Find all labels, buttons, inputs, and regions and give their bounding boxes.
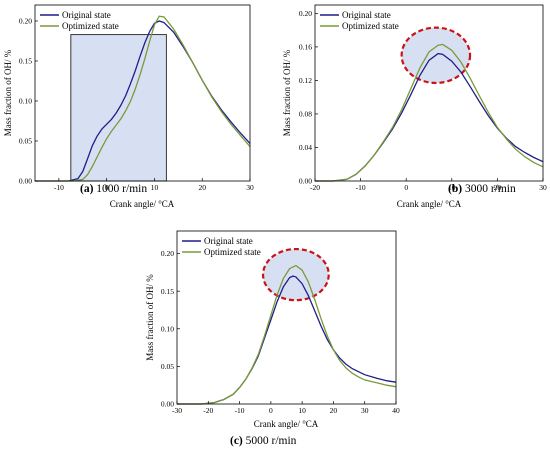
x-tick-label: 0 xyxy=(105,183,109,192)
x-tick-label: 20 xyxy=(330,406,338,415)
x-tick-label: 0 xyxy=(404,183,408,192)
x-tick-label: -10 xyxy=(54,183,64,192)
legend-label: Original state xyxy=(204,236,253,246)
x-tick-label: 10 xyxy=(298,406,306,415)
x-tick-label: 10 xyxy=(151,183,159,192)
series-line-optimized xyxy=(315,43,544,182)
plot-frame xyxy=(34,4,251,182)
y-tick-label: 0.05 xyxy=(161,362,174,371)
caption-letter: (c) xyxy=(230,435,243,447)
y-tick-label: 0.20 xyxy=(161,249,174,258)
plot-frame xyxy=(176,230,397,405)
x-tick-label: -10 xyxy=(235,406,245,415)
y-axis-label: Mass fraction of OH/ % xyxy=(145,274,155,361)
y-tick-label: 0.10 xyxy=(19,97,32,106)
x-tick-label: 30 xyxy=(361,406,369,415)
y-tick-label: 0.05 xyxy=(19,137,32,146)
y-tick-label: 0.04 xyxy=(299,143,312,152)
x-tick-label: -20 xyxy=(310,183,320,192)
x-tick-label: 30 xyxy=(539,183,547,192)
panel-caption: (a) 1000 r/min xyxy=(80,183,147,195)
y-tick-label: 0.00 xyxy=(19,177,32,186)
x-tick-label: 30 xyxy=(246,183,254,192)
y-tick-label: 0.20 xyxy=(299,9,312,18)
legend-label: Optimized state xyxy=(62,21,119,31)
y-tick-label: 0.15 xyxy=(19,57,32,66)
legend-label: Optimized state xyxy=(204,247,261,257)
x-tick-label: 0 xyxy=(269,406,273,415)
x-axis-label: Crank angle/ °CA xyxy=(110,199,175,209)
legend-label: Original state xyxy=(62,10,111,20)
legend-label: Original state xyxy=(342,10,391,20)
caption-letter: (b) xyxy=(448,183,462,195)
x-tick-label: -30 xyxy=(172,406,182,415)
series-line-optimized xyxy=(177,264,397,405)
panel-a-1000-rpm: -10 0 10 20 30 0.00 0.05 0.10 0.15 0.20 Crank angl… xyxy=(3,4,254,209)
legend-label: Optimized state xyxy=(342,21,399,31)
x-tick-label: -10 xyxy=(356,183,366,192)
highlight-ellipse xyxy=(261,247,330,302)
plot-frame xyxy=(314,4,544,182)
y-axis-label: Mass fraction of OH/ % xyxy=(3,49,13,136)
caption-text: 5000 r/min xyxy=(243,435,297,447)
caption-letter: (a) xyxy=(80,183,94,195)
x-axis-label: Crank angle/ °CA xyxy=(397,199,462,209)
y-tick-label: 0.10 xyxy=(161,324,174,333)
x-tick-label: 20 xyxy=(494,183,502,192)
y-tick-label: 0.16 xyxy=(299,43,312,52)
y-axis-label: Mass fraction of OH/ % xyxy=(282,49,292,136)
y-tick-label: 0.15 xyxy=(161,287,174,296)
series-line-optimized xyxy=(35,15,251,182)
x-tick-label: 40 xyxy=(392,406,400,415)
x-tick-label: -20 xyxy=(203,406,213,415)
y-tick-label: 0.12 xyxy=(299,76,312,85)
y-tick-label: 0.00 xyxy=(161,400,174,409)
caption-text: 3000 r/min xyxy=(462,183,516,195)
panel-caption: (c) 5000 r/min xyxy=(230,435,297,447)
panel-b-3000-rpm: -20 -10 0 10 20 30 0.00 0.04 0.08 0.12 0.16 0.20 Cra… xyxy=(282,4,547,209)
y-tick-label: 0.08 xyxy=(299,110,312,119)
x-tick-label: 10 xyxy=(448,183,456,192)
y-tick-label: 0.00 xyxy=(299,177,312,186)
panel-c-5000-rpm: -30 -20 -10 0 10 20 30 40 0.00 0.05 0.10 0.15 0.20 Cr… xyxy=(145,230,400,447)
x-axis-label: Crank angle/ °CA xyxy=(254,419,319,429)
y-tick-label: 0.20 xyxy=(19,17,32,26)
panel-caption: (b) 3000 r/min xyxy=(448,183,516,195)
x-tick-label: 20 xyxy=(198,183,206,192)
caption-text: 1000 r/min xyxy=(93,183,147,195)
